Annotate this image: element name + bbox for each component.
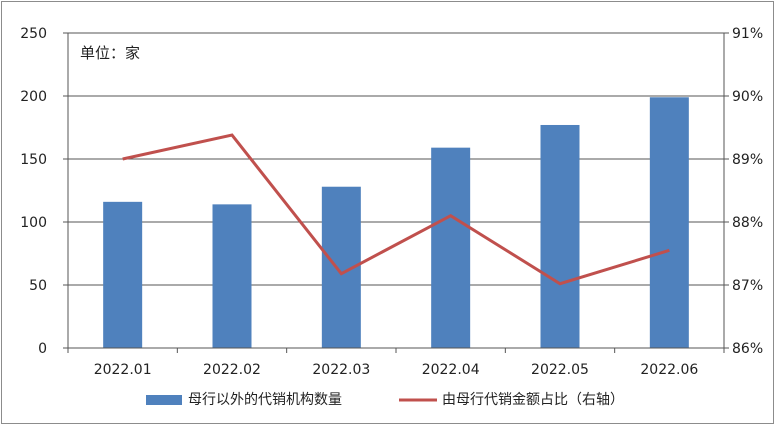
right-tick-label: 91% — [732, 26, 763, 42]
legend-line-label: 由母行代销金额占比（右轴） — [442, 392, 624, 408]
x-tick-label: 2022.04 — [422, 362, 480, 378]
left-tick-label: 100 — [20, 215, 47, 231]
line-series — [122, 133, 670, 286]
legend-bar-swatch — [146, 395, 182, 405]
left-axis-ticks: 0 50 100 150 200 250 — [20, 26, 47, 357]
x-tick-label: 2022.03 — [312, 362, 370, 378]
bar — [540, 124, 580, 348]
left-tick-label: 0 — [38, 341, 47, 357]
x-tick-label: 2022.01 — [94, 362, 152, 378]
legend-bar-label: 母行以外的代销机构数量 — [188, 392, 342, 408]
bar — [649, 97, 689, 348]
left-tick-label: 250 — [20, 26, 47, 42]
bar-series — [103, 97, 689, 348]
right-tick-label: 86% — [732, 341, 763, 357]
right-tick-label: 90% — [732, 89, 763, 105]
right-tick-label: 88% — [732, 215, 763, 231]
left-tick-label: 200 — [20, 89, 47, 105]
bar — [103, 201, 143, 348]
right-tick-label: 89% — [732, 152, 763, 168]
legend: 母行以外的代销机构数量 由母行代销金额占比（右轴） — [146, 392, 624, 408]
x-tick-label: 2022.02 — [203, 362, 261, 378]
axes — [63, 32, 729, 353]
bar — [431, 147, 471, 348]
x-tick-label: 2022.06 — [640, 362, 698, 378]
x-tick-label: 2022.05 — [531, 362, 589, 378]
line-path — [122, 133, 670, 286]
left-tick-label: 150 — [20, 152, 47, 168]
right-tick-label: 87% — [732, 278, 763, 294]
gridlines — [68, 32, 724, 286]
right-axis-ticks: 86% 87% 88% 89% 90% 91% — [732, 26, 763, 357]
unit-label: 单位：家 — [80, 44, 140, 62]
x-axis-ticks: 2022.01 2022.02 2022.03 2022.04 2022.05 2022.… — [94, 362, 699, 378]
left-tick-label: 50 — [29, 278, 47, 294]
bar — [212, 204, 252, 348]
